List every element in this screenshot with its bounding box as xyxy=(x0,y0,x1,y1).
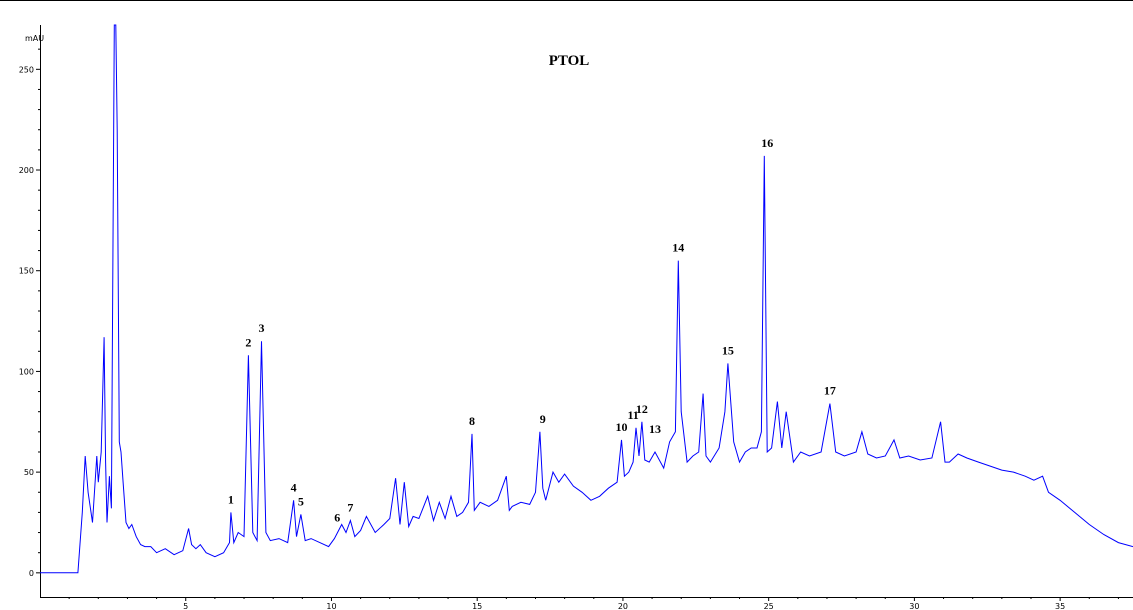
peak-label-10: 10 xyxy=(615,420,627,434)
peak-label-13: 13 xyxy=(649,422,661,436)
x-tick-label: 20 xyxy=(618,602,628,610)
peak-label-15: 15 xyxy=(722,343,734,357)
x-ticks: 5 10 15 20 25 30 35 xyxy=(68,597,1119,610)
y-tick-label: 50 xyxy=(24,468,34,477)
peak-label-16: 16 xyxy=(761,136,773,150)
peak-label-5: 5 xyxy=(298,494,304,508)
chart-title: PTOL xyxy=(549,53,590,69)
peak-label-12: 12 xyxy=(636,402,648,416)
y-tick-label: 250 xyxy=(19,65,34,74)
y-tick-label: 200 xyxy=(19,166,34,175)
y-tick-label: 150 xyxy=(19,267,34,276)
peak-label-9: 9 xyxy=(540,412,546,426)
peak-label-14: 14 xyxy=(672,241,684,255)
chromatogram-trace xyxy=(40,24,1133,574)
x-tick-label: 30 xyxy=(909,602,919,610)
peak-label-11: 11 xyxy=(627,408,638,422)
x-tick-label: 25 xyxy=(764,602,774,610)
y-axis-unit-label: mAU xyxy=(25,34,44,43)
x-tick-label: 5 xyxy=(183,602,188,610)
peak-label-17: 17 xyxy=(824,384,836,398)
y-ticks: 0 50 100 150 200 250 xyxy=(19,48,40,578)
y-tick-label: 0 xyxy=(29,569,34,578)
peak-label-7: 7 xyxy=(347,500,353,514)
x-tick-label: 15 xyxy=(472,602,482,610)
y-tick-label: 100 xyxy=(19,367,34,376)
peak-label-3: 3 xyxy=(259,321,265,335)
peak-label-4: 4 xyxy=(291,480,297,494)
x-tick-label: 10 xyxy=(326,602,336,610)
peak-label-2: 2 xyxy=(245,335,251,349)
peak-label-8: 8 xyxy=(469,414,475,428)
peak-label-1: 1 xyxy=(228,492,234,506)
x-tick-label: 35 xyxy=(1055,602,1065,610)
peak-label-6: 6 xyxy=(334,511,340,525)
